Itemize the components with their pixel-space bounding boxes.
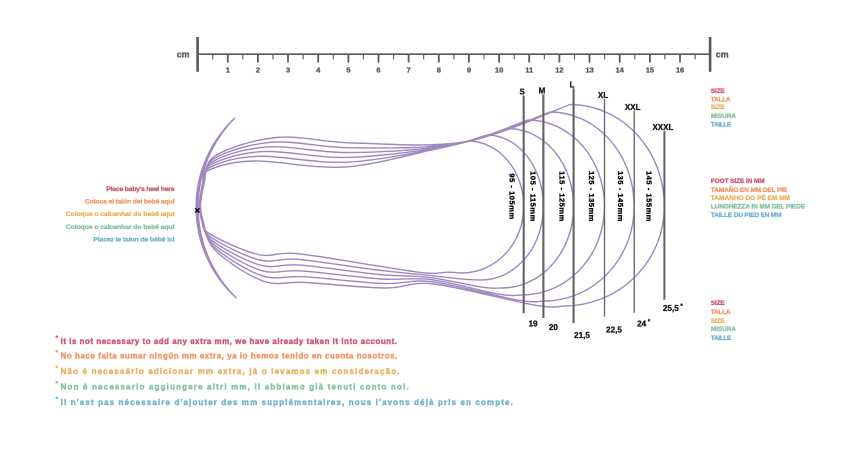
svg-text:6: 6 [376,66,380,75]
svg-text:TAILLE DU PIED EN MM: TAILLE DU PIED EN MM [711,212,782,219]
svg-text:135 - 145mm: 135 - 145mm [616,171,625,222]
svg-text:7: 7 [407,66,411,75]
svg-text:Coloca el talón del bebé aquí: Coloca el talón del bebé aquí [85,199,176,206]
svg-text:MISURA: MISURA [711,326,736,333]
svg-text:Non è necessario aggiungere al: Non è necessario aggiungere altri mm, li… [61,382,409,391]
svg-text:TAILLE: TAILLE [711,122,732,129]
svg-text:95 - 105mm: 95 - 105mm [508,173,517,219]
svg-text:11: 11 [525,66,533,75]
svg-text:cm: cm [177,49,190,59]
svg-text:TALLA: TALLA [711,309,731,316]
svg-text:19: 19 [528,320,538,329]
svg-text:SIZE: SIZE [711,318,726,325]
svg-text:L: L [570,81,575,90]
svg-text:2: 2 [256,66,260,75]
svg-text:25,5 *: 25,5 * [663,304,684,313]
svg-text:*: * [56,365,59,372]
svg-text:13: 13 [585,66,593,75]
svg-text:8: 8 [437,66,441,75]
svg-text:×: × [195,205,201,216]
svg-text:Place baby's heel here: Place baby's heel here [106,186,174,193]
svg-text:10: 10 [495,66,503,75]
svg-text:125 - 135mm: 125 - 135mm [587,171,596,222]
svg-text:*: * [56,335,59,342]
svg-text:105 - 115mm: 105 - 115mm [529,171,538,222]
svg-text:Il n'est pas nécessaire d'ajou: Il n'est pas nécessaire d'ajouter des mm… [61,398,513,407]
svg-text:15: 15 [646,66,654,75]
svg-text:M: M [539,87,546,96]
svg-text:145 - 155mm: 145 - 155mm [645,171,654,222]
svg-text:TAMANHO DO PÉ EM MM: TAMANHO DO PÉ EM MM [711,193,790,202]
svg-text:Coloque o calcanhar do bebê aq: Coloque o calcanhar do bebê aqui [66,211,175,218]
svg-text:16: 16 [676,66,684,75]
svg-text:14: 14 [616,66,625,75]
svg-text:XL: XL [598,91,608,100]
svg-text:It is not necessary to add any: It is not necessary to add any extra mm,… [61,337,397,346]
svg-text:XXXL: XXXL [652,123,673,132]
svg-text:22,5: 22,5 [606,326,622,335]
svg-text:No hace falta sumar ningún mm: No hace falta sumar ningún mm extra, ya … [61,352,398,361]
svg-text:Coloque o calcanhar do bebé aq: Coloque o calcanhar do bebé aqui [66,224,175,231]
svg-text:*: * [56,380,59,387]
svg-text:LUNGHEZZA IN MM DEL PIEDE: LUNGHEZZA IN MM DEL PIEDE [711,204,806,211]
svg-text:S: S [520,88,526,97]
svg-text:9: 9 [467,66,471,75]
svg-text:3: 3 [286,66,290,75]
svg-text:21,5: 21,5 [574,331,590,340]
svg-text:TALLA: TALLA [711,96,731,103]
svg-text:Não é necessário adicionar mm: Não é necessário adicionar mm extra, já … [61,367,400,376]
svg-text:12: 12 [555,66,563,75]
svg-text:*: * [56,350,59,357]
svg-text:Placez le talon de bébé ici: Placez le talon de bébé ici [93,237,174,244]
svg-text:TAILLE: TAILLE [711,335,732,342]
svg-text:SIZE: SIZE [711,104,726,111]
svg-text:4: 4 [316,66,321,75]
svg-text:5: 5 [346,66,350,75]
svg-text:20: 20 [549,323,559,332]
svg-text:MISURA: MISURA [711,113,736,120]
svg-text:TAMAÑO EN MM DEL PIE: TAMAÑO EN MM DEL PIE [711,185,788,194]
svg-text:115 - 125mm: 115 - 125mm [557,171,566,222]
svg-text:SIZE: SIZE [711,88,726,95]
svg-text:24 *: 24 * [637,320,651,329]
svg-text:SIZE: SIZE [711,300,726,307]
svg-text:cm: cm [716,49,729,59]
svg-text:FOOT SIZE IN MM: FOOT SIZE IN MM [711,178,765,185]
svg-text:XXL: XXL [625,103,641,112]
svg-text:*: * [56,396,59,403]
svg-text:1: 1 [226,66,230,75]
